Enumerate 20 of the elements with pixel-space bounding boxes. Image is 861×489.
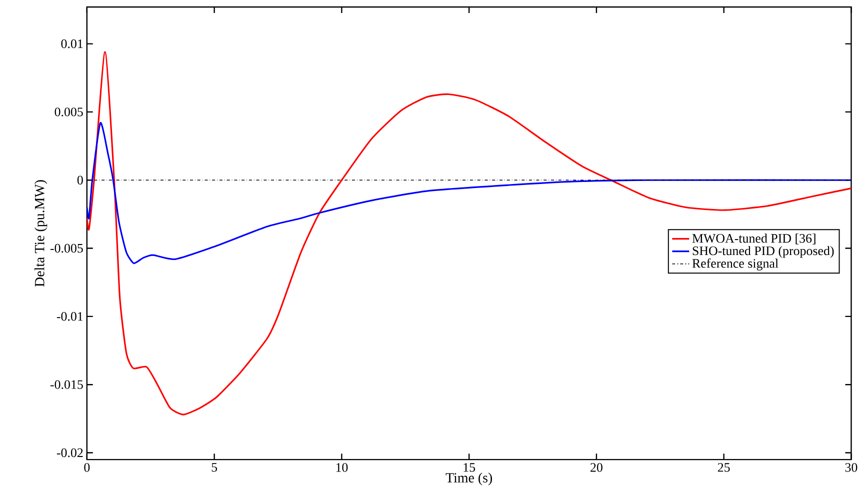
y-tick-label: -0.015	[50, 380, 83, 390]
y-tick-label: -0.005	[50, 244, 83, 253]
legend-label: SHO-tuned PID (proposed)	[692, 246, 834, 258]
x-tick-label: 15	[464, 463, 476, 472]
y-tick-label: 0.005	[54, 108, 83, 117]
legend-label: MWOA-tuned PID [36]	[692, 234, 816, 245]
x-axis-title: Time (s)	[446, 472, 492, 486]
x-tick-label: 30	[845, 463, 858, 472]
y-tick-label: -0.01	[56, 312, 83, 322]
x-tick-label: 25	[718, 463, 730, 472]
x-tick-label: 5	[212, 463, 218, 472]
y-axis-title: Delta Tie (pu.MW)	[34, 180, 48, 287]
x-tick-label: 0	[84, 463, 90, 472]
x-tick-label: 20	[590, 463, 602, 472]
y-tick-label: 0	[77, 176, 83, 185]
line-series	[86, 51, 852, 416]
legend-label: Reference signal	[692, 258, 778, 271]
y-tick-label: 0.01	[61, 40, 83, 48]
x-tick-label: 10	[336, 463, 348, 472]
y-tick-label: -0.02	[56, 448, 83, 458]
